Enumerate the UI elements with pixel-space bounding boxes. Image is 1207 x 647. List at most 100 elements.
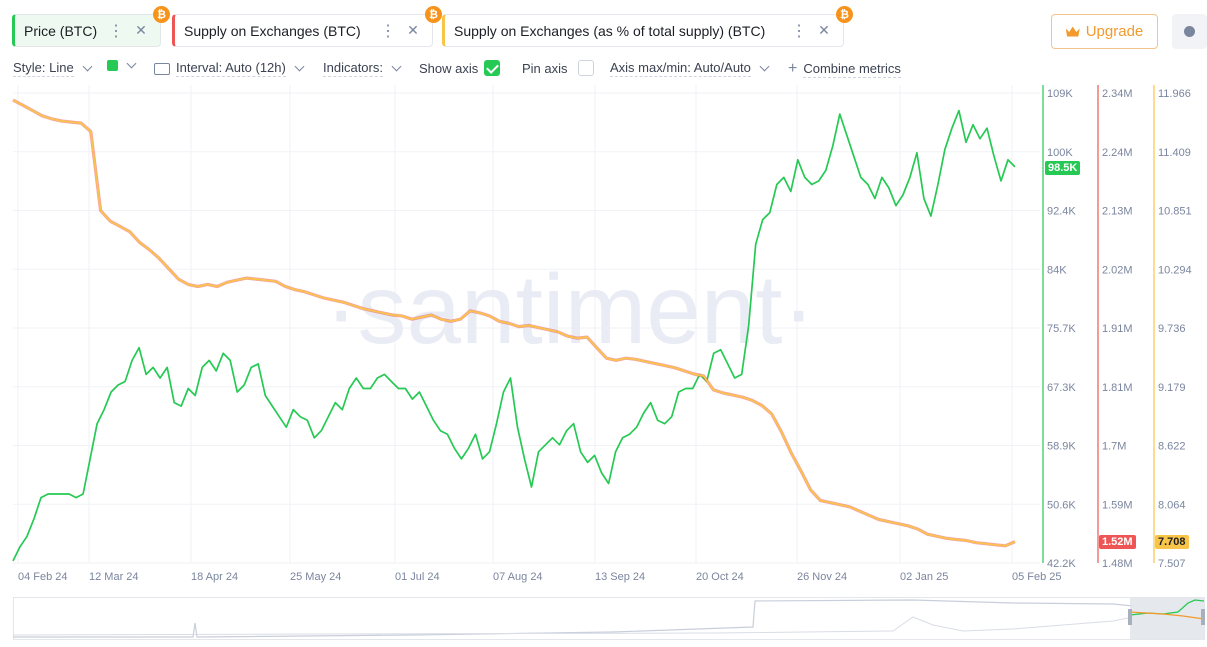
x-tick-label: 12 Mar 24 bbox=[89, 571, 139, 583]
y-tick-label: 9.179 bbox=[1158, 382, 1186, 394]
watermark: ·santiment· bbox=[325, 254, 815, 364]
bitcoin-icon: ₿ bbox=[425, 6, 442, 23]
y-tick-label: 75.7K bbox=[1047, 323, 1076, 335]
close-icon[interactable]: ✕ bbox=[818, 22, 830, 38]
x-tick-label: 13 Sep 24 bbox=[595, 571, 645, 583]
more-options-icon[interactable]: ⋮ bbox=[380, 22, 396, 40]
current-value-badge: 98.5K bbox=[1045, 161, 1081, 175]
close-icon[interactable]: ✕ bbox=[407, 22, 419, 38]
chevron-down-icon bbox=[391, 61, 402, 72]
y-tick-label: 2.13M bbox=[1102, 206, 1133, 218]
checkbox-unchecked-icon[interactable] bbox=[577, 60, 594, 76]
y-tick-label: 2.02M bbox=[1102, 264, 1133, 276]
x-tick-label: 05 Feb 25 bbox=[1012, 571, 1062, 583]
indicators-label: Indicators: bbox=[323, 60, 383, 77]
metric-tab-label: Price (BTC) bbox=[24, 22, 98, 39]
calendar-icon bbox=[154, 62, 170, 75]
navigator-history-line-2 bbox=[13, 616, 1134, 636]
settings-button[interactable] bbox=[1172, 14, 1207, 49]
y-tick-label: 100K bbox=[1047, 147, 1073, 159]
y-tick-label: 1.59M bbox=[1102, 499, 1133, 511]
checkbox-checked-icon[interactable] bbox=[484, 60, 501, 76]
metric-tab-supply-pct[interactable]: Supply on Exchanges (as % of total suppl… bbox=[442, 6, 853, 47]
y-tick-label: 109K bbox=[1047, 88, 1073, 100]
pin-axis-toggle[interactable]: Pin axis bbox=[522, 60, 594, 76]
close-icon[interactable]: ✕ bbox=[135, 22, 147, 38]
y-tick-label: 2.24M bbox=[1102, 147, 1133, 159]
y-tick-label: 7.507 bbox=[1158, 558, 1186, 570]
interval-select[interactable]: Interval: Auto (12h) bbox=[154, 60, 305, 77]
x-tick-label: 26 Nov 24 bbox=[797, 571, 847, 583]
chevron-down-icon bbox=[82, 61, 93, 72]
main-chart[interactable]: ·santiment· 109K 100K 92.4K 84K 75.7K 67.3K 58… bbox=[0, 85, 1207, 585]
series-line-supply-pct bbox=[12, 99, 1016, 547]
indicators-select[interactable]: Indicators: bbox=[323, 60, 402, 77]
x-tick-label: 02 Jan 25 bbox=[900, 571, 948, 583]
y-tick-label: 67.3K bbox=[1047, 382, 1076, 394]
combine-metrics-label: Combine metrics bbox=[803, 60, 901, 78]
y-tick-label: 2.34M bbox=[1102, 88, 1133, 100]
style-label: Style: Line bbox=[13, 60, 74, 77]
settings-icon bbox=[1184, 26, 1195, 37]
interval-label: Interval: Auto (12h) bbox=[176, 60, 286, 77]
x-tick-label: 18 Apr 24 bbox=[191, 571, 238, 583]
x-axis-labels: 04 Feb 24 12 Mar 24 18 Apr 24 25 May 24 01 J… bbox=[18, 571, 1062, 583]
x-tick-label: 20 Oct 24 bbox=[696, 571, 744, 583]
series-line-price bbox=[12, 109, 1016, 562]
range-navigator[interactable] bbox=[13, 597, 1205, 640]
y-tick-label: 11.966 bbox=[1158, 88, 1191, 100]
chevron-down-icon bbox=[126, 58, 137, 69]
y-axes: 109K 100K 92.4K 84K 75.7K 67.3K 58.9K 50.6K 42.2… bbox=[1042, 85, 1192, 570]
combine-metrics-button[interactable]: + Combine metrics bbox=[788, 60, 901, 78]
show-axis-toggle[interactable]: Show axis bbox=[419, 60, 501, 76]
show-axis-label: Show axis bbox=[419, 60, 479, 76]
y-tick-label: 10.851 bbox=[1158, 206, 1192, 218]
metric-tab-supply-on-exchanges[interactable]: Supply on Exchanges (BTC) ⋮ ✕ ₿ bbox=[172, 6, 442, 47]
y-tick-label: 1.81M bbox=[1102, 382, 1133, 394]
x-tick-label: 25 May 24 bbox=[290, 571, 341, 583]
navigator-selection-supply bbox=[1129, 611, 1205, 620]
navigator-selection bbox=[1130, 598, 1204, 639]
navigator-right-handle[interactable] bbox=[1201, 609, 1205, 625]
y-tick-label: 92.4K bbox=[1047, 206, 1076, 218]
bitcoin-icon: ₿ bbox=[153, 6, 170, 23]
y-tick-label: 50.6K bbox=[1047, 499, 1076, 511]
upgrade-button[interactable]: Upgrade bbox=[1051, 14, 1158, 49]
style-select[interactable]: Style: Line bbox=[13, 60, 93, 77]
x-tick-label: 04 Feb 24 bbox=[18, 571, 68, 583]
y-tick-label: 9.736 bbox=[1158, 323, 1186, 335]
y-tick-label: 11.409 bbox=[1158, 147, 1191, 159]
x-tick-label: 01 Jul 24 bbox=[395, 571, 440, 583]
chevron-down-icon bbox=[759, 61, 770, 72]
axis-maxmin-select[interactable]: Axis max/min: Auto/Auto bbox=[610, 60, 770, 77]
x-tick-label: 07 Aug 24 bbox=[493, 571, 543, 583]
navigator-history-line bbox=[13, 599, 1134, 638]
current-value-badge: 7.708 bbox=[1155, 535, 1189, 549]
y-tick-label: 42.2K bbox=[1047, 558, 1076, 570]
pin-axis-label: Pin axis bbox=[522, 60, 568, 76]
more-options-icon[interactable]: ⋮ bbox=[791, 22, 807, 40]
chevron-down-icon bbox=[294, 61, 305, 72]
y-tick-label: 8.622 bbox=[1158, 441, 1186, 453]
y-tick-label: 1.7M bbox=[1102, 441, 1126, 453]
axis-maxmin-label: Axis max/min: Auto/Auto bbox=[610, 60, 751, 77]
metric-tab-label: Supply on Exchanges (as % of total suppl… bbox=[454, 22, 766, 39]
y-tick-label: 1.91M bbox=[1102, 323, 1133, 335]
plus-icon: + bbox=[788, 60, 798, 77]
y-tick-label: 10.294 bbox=[1158, 264, 1192, 276]
y-tick-label: 84K bbox=[1047, 264, 1067, 276]
y-tick-label: 1.48M bbox=[1102, 558, 1133, 570]
series-lines bbox=[12, 98, 1016, 562]
upgrade-label: Upgrade bbox=[1085, 23, 1144, 40]
crown-icon bbox=[1065, 26, 1080, 37]
y-tick-label: 58.9K bbox=[1047, 441, 1076, 453]
color-swatch bbox=[107, 60, 118, 71]
metric-tab-price[interactable]: Price (BTC) ⋮ ✕ ₿ bbox=[12, 6, 170, 47]
bitcoin-icon: ₿ bbox=[836, 6, 853, 23]
metric-tab-label: Supply on Exchanges (BTC) bbox=[184, 22, 361, 39]
y-tick-label: 8.064 bbox=[1158, 499, 1186, 511]
color-select[interactable] bbox=[107, 58, 137, 71]
navigator-left-handle[interactable] bbox=[1128, 609, 1132, 625]
more-options-icon[interactable]: ⋮ bbox=[108, 22, 124, 40]
current-value-badge: 1.52M bbox=[1099, 535, 1136, 549]
